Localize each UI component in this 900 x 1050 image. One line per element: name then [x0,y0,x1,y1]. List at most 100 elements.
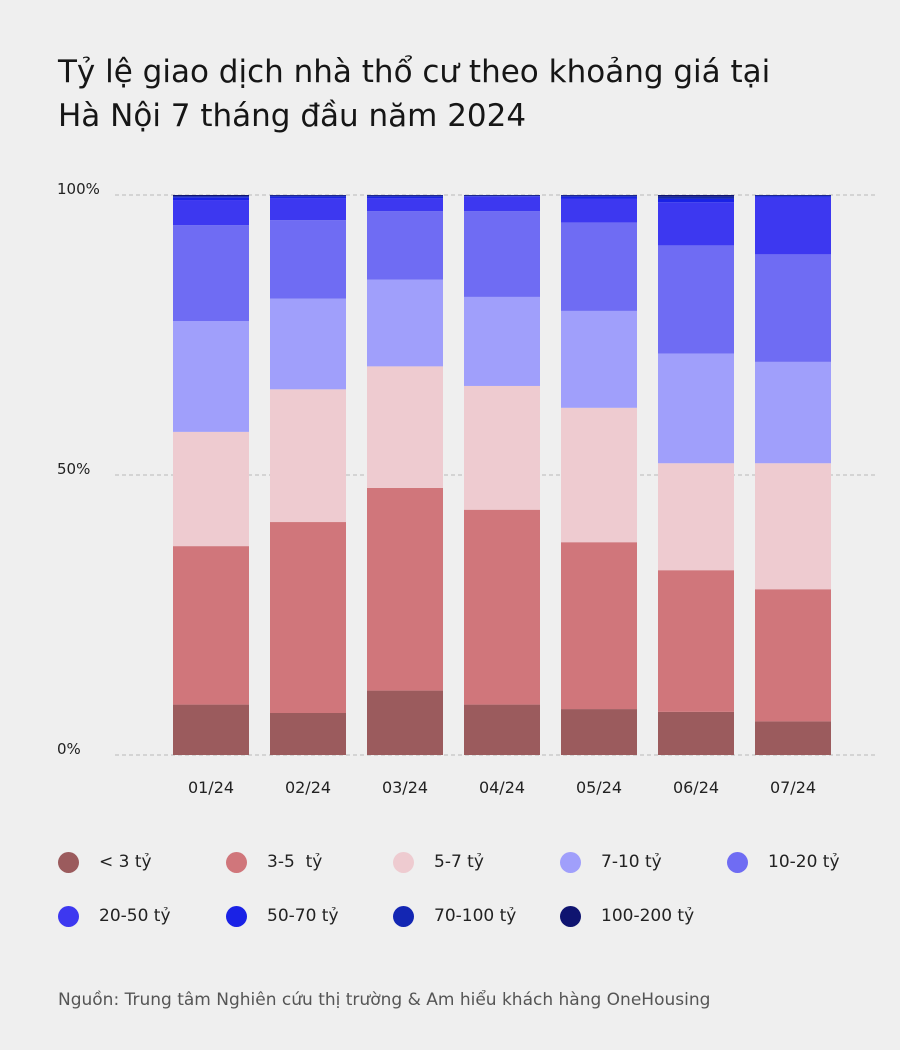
bar-segment [367,279,443,367]
bar-segment [464,509,540,705]
bar-segment [173,195,249,197]
chart-title-line-1: Tỷ lệ giao dịch nhà thổ cư theo khoảng g… [58,54,771,90]
bar-segment [270,198,346,221]
bar-segment [755,589,831,722]
legend-item: 100-200 tỷ [560,900,694,932]
legend-label: 50-70 tỷ [267,906,339,926]
bar-segment [173,200,249,226]
legend-label: 20-50 tỷ [99,906,171,926]
x-tick-label: 04/24 [479,778,525,797]
bar-segment [464,195,540,197]
legend-swatch [727,851,748,873]
bar-segment [561,198,637,223]
y-tick-label: 50% [57,460,90,478]
legend-swatch [393,905,414,927]
bar-segment [561,709,637,755]
bar-segment [658,202,734,246]
bar-segment [561,196,637,199]
bar-segment [367,196,443,199]
legend-item: 3-5 tỷ [226,846,322,878]
legend-label: 7-10 tỷ [601,852,662,872]
bar-segment [367,211,443,280]
bar-segment [270,195,346,196]
bar-segment [755,195,831,197]
y-tick-label: 0% [57,740,81,758]
x-tick-label: 06/24 [673,778,719,797]
bar-segment [270,713,346,755]
bar-segment [173,196,249,198]
bar-segment [755,197,831,255]
bar-segment [367,487,443,691]
bar-segment [173,431,249,547]
legend-item: 70-100 tỷ [393,900,516,932]
bar-segment [464,196,540,212]
bar-segment [658,195,734,197]
legend-label: 3-5 tỷ [267,852,323,872]
legend-label: 100-200 tỷ [601,906,695,926]
bar-segment [561,407,637,543]
stacked-bar-chart: 0% 50% 100% 01/24 02/24 03/24 04/24 05/24 06/24 0… [57,180,875,797]
x-tick-label: 05/24 [576,778,622,797]
chart-title: Tỷ lệ giao dịch nhà thổ cư theo khoảng g… [58,50,858,138]
legend-swatch [393,851,414,873]
bar-segment [270,195,346,197]
bar-segment [464,211,540,297]
bar-segment [367,366,443,488]
bar-segment [658,196,734,199]
legend-label: 5-7 tỷ [434,852,484,872]
bar-segment [270,196,346,199]
bar-segment [561,542,637,710]
bar-segment [658,463,734,571]
bar-segment [173,225,249,321]
bar-segment [173,546,249,705]
bar-segment [561,195,637,196]
bar-segment [755,463,831,590]
bar-segment [755,254,831,362]
x-tick-label: 02/24 [285,778,331,797]
bar-segment [464,296,540,386]
legend-swatch [58,851,79,873]
bar-segment [173,704,249,755]
bar-segment [658,353,734,464]
legend-label: 10-20 tỷ [768,852,840,872]
source-note: Nguồn: Trung tâm Nghiên cứu thị trường &… [58,990,711,1010]
legend-item: 50-70 tỷ [226,900,339,932]
bar-segment [270,389,346,523]
bar-segment [561,310,637,408]
bar-segment [270,220,346,299]
bar-segment [367,195,443,197]
bar-segment [464,196,540,197]
bar-segment [658,570,734,712]
x-tick-label: 07/24 [770,778,816,797]
legend-swatch [226,905,247,927]
bar-segment [173,197,249,201]
bar-segment [270,298,346,390]
bar-segment [755,361,831,464]
legend-swatch [560,851,581,873]
bar-segment [464,704,540,755]
legend-label: 70-100 tỷ [434,906,517,926]
legend-swatch [560,905,581,927]
legend-item: 7-10 tỷ [560,846,662,878]
bar-segment [464,195,540,196]
bar-segment [367,198,443,212]
x-tick-label: 01/24 [188,778,234,797]
bar-segment [658,711,734,755]
legend-item: < 3 tỷ [58,846,152,878]
bar-segment [658,198,734,203]
bar-segment [755,721,831,755]
bar-segment [367,195,443,196]
legend-item: 5-7 tỷ [393,846,484,878]
legend-item: 10-20 tỷ [727,846,840,878]
bar-segment [561,195,637,197]
chart-title-line-2: Hà Nội 7 tháng đầu năm 2024 [58,98,527,134]
bar-segment [173,321,249,432]
legend-swatch [226,851,247,873]
bar-segment [755,195,831,196]
x-tick-label: 03/24 [382,778,428,797]
legend-swatch [58,905,79,927]
legend-label: < 3 tỷ [99,852,152,872]
bar-segment [270,522,346,713]
bar-segment [367,690,443,755]
legend-item: 20-50 tỷ [58,900,171,932]
